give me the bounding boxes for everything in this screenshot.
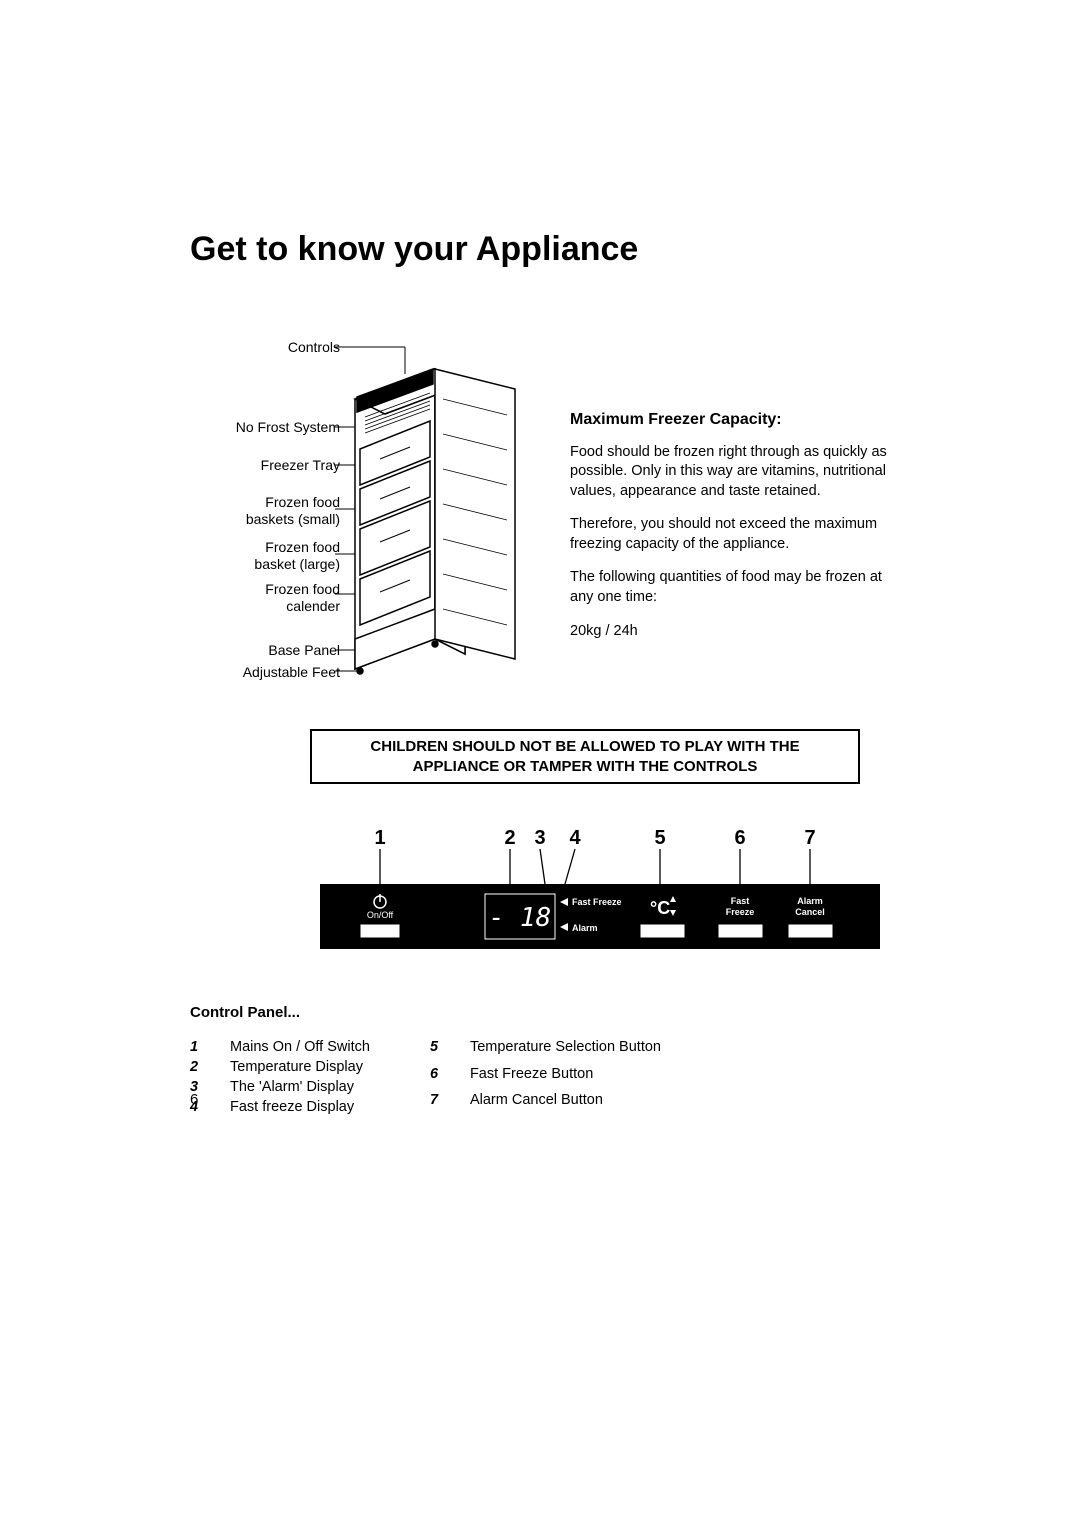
- ff-btn-l2: Freeze: [726, 907, 755, 917]
- capacity-p2: Therefore, you should not exceed the max…: [570, 515, 900, 554]
- callout-1: 1: [374, 827, 385, 849]
- fast-freeze-indicator: Fast Freeze: [572, 897, 622, 907]
- capacity-p3: The following quantities of food may be …: [570, 568, 900, 607]
- callout-2: 2: [504, 827, 515, 849]
- diagram-label-nofrost: No Frost System: [236, 419, 340, 436]
- diagram-label-feet: Adjustable Feet: [243, 664, 340, 681]
- callout-3: 3: [534, 827, 545, 849]
- warning-line2: APPLIANCE OR TAMPER WITH THE CONTROLS: [413, 758, 758, 775]
- diagram-label-baskets-small: Frozen food baskets (small): [230, 494, 340, 528]
- temp-unit: °C: [650, 898, 670, 918]
- control-panel-diagram: 1 2 3 4 5 6 7: [310, 824, 890, 964]
- ff-btn-l1: Fast: [731, 896, 750, 906]
- warning-box: CHILDREN SHOULD NOT BE ALLOWED TO PLAY W…: [310, 729, 860, 784]
- callout-7: 7: [804, 827, 815, 849]
- alarm-btn-l2: Cancel: [795, 907, 825, 917]
- capacity-p4: 20kg / 24h: [570, 622, 900, 642]
- freezer-illustration: [335, 339, 535, 679]
- control-panel-heading: Control Panel...: [190, 1004, 900, 1021]
- diagram-label-controls: Controls: [288, 339, 340, 356]
- capacity-p1: Food should be frozen right through as q…: [570, 443, 900, 502]
- page-title: Get to know your Appliance: [190, 230, 900, 269]
- callout-6: 6: [734, 827, 745, 849]
- diagram-label-base: Base Panel: [268, 642, 340, 659]
- control-panel-list-right: 5Temperature Selection Button 6Fast Free…: [430, 1037, 661, 1117]
- diagram-label-basket-large: Frozen food basket (large): [230, 539, 340, 573]
- diagram-label-calendar: Frozen food calender: [250, 581, 340, 615]
- callout-4: 4: [569, 827, 581, 849]
- temp-display: - 18: [489, 903, 552, 933]
- warning-line1: CHILDREN SHOULD NOT BE ALLOWED TO PLAY W…: [370, 738, 799, 755]
- control-panel-list-left: 1Mains On / Off Switch 2Temperature Disp…: [190, 1037, 370, 1117]
- callout-5: 5: [654, 827, 665, 849]
- alarm-btn-l1: Alarm: [797, 896, 823, 906]
- alarm-indicator: Alarm: [572, 923, 598, 933]
- appliance-diagram: Controls No Frost System Freezer Tray Fr…: [190, 339, 530, 679]
- page-number: 6: [190, 1091, 198, 1108]
- onoff-label: On/Off: [367, 910, 394, 920]
- diagram-label-tray: Freezer Tray: [261, 457, 340, 474]
- capacity-heading: Maximum Freezer Capacity:: [570, 409, 900, 431]
